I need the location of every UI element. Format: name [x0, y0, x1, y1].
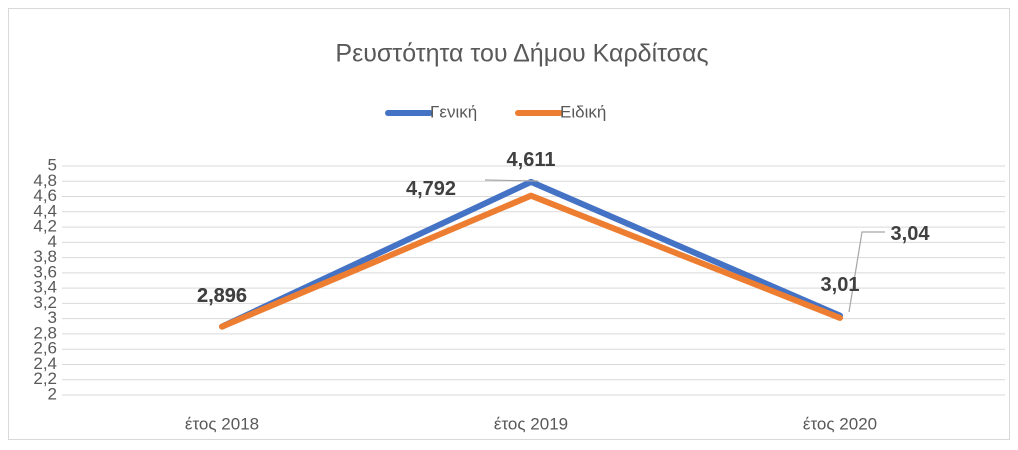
leader-line [484, 179, 539, 182]
legend-label: Ειδική [560, 102, 606, 121]
y-tick-label: 3 [48, 308, 57, 327]
data-label: 4,792 [406, 178, 456, 200]
y-tick-label: 2,6 [33, 339, 57, 358]
data-label: 4,611 [507, 149, 556, 171]
y-tick-label: 3,4 [33, 278, 57, 297]
legend-label: Γενική [430, 102, 477, 121]
y-tick-label: 3,6 [33, 262, 57, 281]
y-tick-label: 2,2 [33, 369, 57, 388]
y-tick-label: 4,4 [33, 201, 57, 220]
y-tick-label: 3,8 [33, 247, 57, 266]
y-tick-label: 2,4 [33, 354, 57, 373]
y-tick-label: 3,2 [33, 293, 57, 312]
y-tick-label: 5 [48, 155, 57, 174]
y-tick-label: 4,8 [33, 171, 57, 190]
data-label: 2,896 [197, 285, 247, 307]
leader-line [848, 231, 885, 313]
data-label: 3,04 [891, 223, 931, 245]
x-tick-label: έτος 2019 [494, 414, 568, 433]
y-tick-label: 2,8 [33, 323, 57, 342]
chart-border [8, 8, 1010, 440]
y-tick-label: 4 [48, 232, 57, 251]
x-tick-label: έτος 2018 [185, 414, 259, 433]
data-label: 3,01 [821, 274, 860, 296]
y-tick-label: 4,6 [33, 186, 57, 205]
data-label: 2,896 [197, 285, 247, 307]
y-tick-label: 4,2 [33, 217, 57, 236]
x-tick-label: έτος 2020 [803, 414, 877, 433]
line-series [219, 192, 843, 330]
line-series [219, 178, 843, 330]
chart-title: Ρευστότητα του Δήμου Καρδίτσας [335, 40, 708, 68]
y-tick-label: 2 [48, 384, 57, 403]
